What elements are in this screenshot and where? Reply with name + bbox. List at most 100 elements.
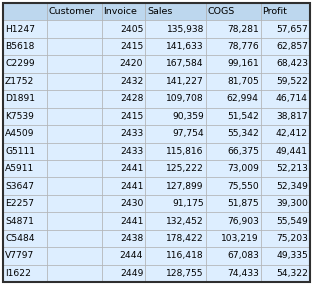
Text: 52,213: 52,213 [276,164,308,173]
Bar [261,20,310,38]
Bar [206,38,261,55]
Text: A4509: A4509 [5,129,34,138]
Bar [102,265,145,282]
Text: 51,542: 51,542 [227,112,259,121]
Bar [261,90,310,107]
Bar [47,142,102,160]
Bar [145,90,206,107]
Bar [206,247,261,265]
Bar [145,3,206,20]
Bar [3,177,47,195]
Bar [102,107,145,125]
Text: 73,009: 73,009 [227,164,259,173]
Bar [145,125,206,142]
Text: 66,375: 66,375 [227,147,259,156]
Bar [206,160,261,177]
Bar [47,265,102,282]
Bar [47,212,102,230]
Bar [102,247,145,265]
Text: S3647: S3647 [5,182,34,191]
Bar [145,230,206,247]
Text: 42,412: 42,412 [276,129,308,138]
Bar [261,177,310,195]
Text: 2438: 2438 [120,234,143,243]
Bar [145,142,206,160]
Text: 46,714: 46,714 [276,94,308,103]
Text: 68,423: 68,423 [276,60,308,68]
Text: Customer: Customer [49,7,95,16]
Bar [102,212,145,230]
Bar [102,38,145,55]
Bar [145,212,206,230]
Bar [261,73,310,90]
Bar [102,3,145,20]
Bar [261,247,310,265]
Bar [145,195,206,212]
Bar [206,265,261,282]
Bar [47,160,102,177]
Bar [3,90,47,107]
Text: 2441: 2441 [120,182,143,191]
Bar [47,55,102,73]
Bar [3,195,47,212]
Bar [3,230,47,247]
Text: D1891: D1891 [5,94,35,103]
Text: 2420: 2420 [120,60,143,68]
Text: S4871: S4871 [5,217,34,225]
Bar [145,247,206,265]
Bar [206,195,261,212]
Bar [102,20,145,38]
Bar [3,20,47,38]
Text: 141,633: 141,633 [166,42,204,51]
Text: V7797: V7797 [5,251,34,260]
Bar [261,195,310,212]
Text: 2444: 2444 [120,251,143,260]
Text: Profit: Profit [263,7,287,16]
Bar [3,3,47,20]
Bar [206,212,261,230]
Text: 2432: 2432 [120,77,143,86]
Text: 128,755: 128,755 [166,269,204,278]
Bar [3,125,47,142]
Text: K7539: K7539 [5,112,34,121]
Bar [145,73,206,90]
Text: 62,994: 62,994 [227,94,259,103]
Bar [47,247,102,265]
Bar [261,107,310,125]
Bar [261,230,310,247]
Bar [3,265,47,282]
Bar [206,90,261,107]
Bar [206,107,261,125]
Text: 2433: 2433 [120,129,143,138]
Text: 109,708: 109,708 [166,94,204,103]
Bar [3,38,47,55]
Text: 2415: 2415 [120,112,143,121]
Bar [102,177,145,195]
Bar [261,212,310,230]
Text: Invoice: Invoice [104,7,137,16]
Bar [47,73,102,90]
Text: 59,522: 59,522 [276,77,308,86]
Text: 103,219: 103,219 [221,234,259,243]
Bar [145,177,206,195]
Bar [3,55,47,73]
Text: Sales: Sales [147,7,172,16]
Text: 2428: 2428 [120,94,143,103]
Text: C2299: C2299 [5,60,35,68]
Bar [261,125,310,142]
Text: 81,705: 81,705 [227,77,259,86]
Bar [47,125,102,142]
Bar [206,177,261,195]
Bar [47,230,102,247]
Bar [47,38,102,55]
Bar [145,107,206,125]
Text: 57,657: 57,657 [276,25,308,34]
Text: 75,203: 75,203 [276,234,308,243]
Text: 2430: 2430 [120,199,143,208]
Bar [206,142,261,160]
Bar [145,265,206,282]
Bar [47,20,102,38]
Text: 2415: 2415 [120,42,143,51]
Bar [206,20,261,38]
Text: 78,776: 78,776 [227,42,259,51]
